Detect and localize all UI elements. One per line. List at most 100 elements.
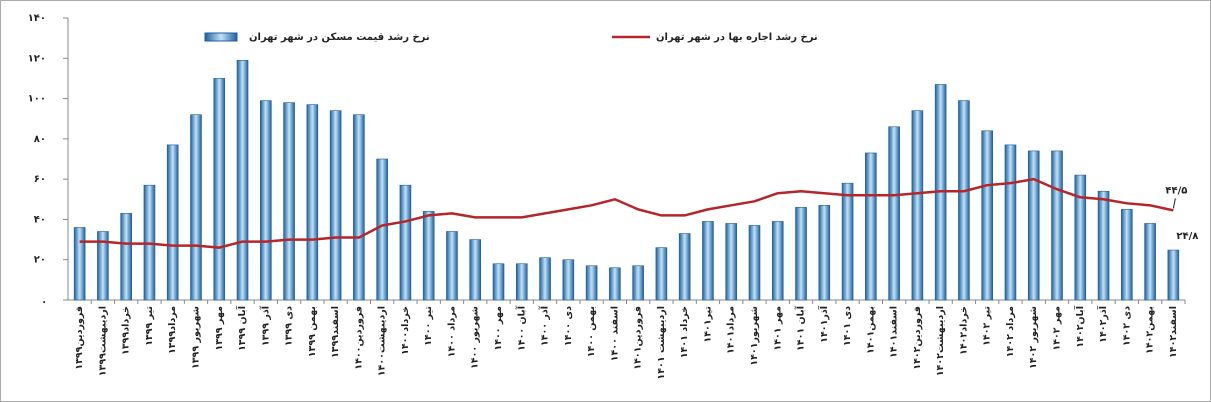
y-tick-label: ۸۰: [34, 134, 46, 145]
x-tick-label: مهر ۱۴۰۱: [772, 306, 783, 351]
bar: [1074, 174, 1087, 301]
x-tick-label: شهریور ۱۳۹۹: [190, 306, 201, 369]
x-tick-label: فروردین۱۴۰۱: [633, 306, 644, 370]
x-tick-label: بهمن ۱۴۰۰: [586, 306, 597, 357]
x-tick-label: فروردین۱۳۹۹: [74, 306, 85, 370]
x-tick-label: تیر ۱۴۰۰: [423, 306, 434, 346]
bar: [376, 158, 388, 301]
y-tick-label: ۶۰: [34, 174, 46, 185]
bar: [422, 211, 435, 301]
line: [79, 177, 1174, 249]
bar: [1051, 150, 1063, 301]
data-label: ۴۴/۵: [1165, 185, 1187, 196]
bar: [492, 263, 505, 301]
legend-label: نرخ رشد اجاره بها در شهر تهران: [656, 32, 818, 43]
bar: [260, 100, 272, 301]
x-tick-label: اردیبهشت۱۴۰۲: [935, 306, 946, 376]
y-tick-label: ۱۲۰: [28, 53, 46, 64]
bar: [841, 182, 854, 301]
x-tick-label: بهمن۱۴۰۲: [1145, 306, 1156, 354]
bar: [655, 247, 668, 301]
bar: [539, 257, 551, 301]
x-tick-label: خرداد۱۳۹۹: [121, 306, 132, 355]
bar: [73, 227, 86, 301]
x-tick-label: دی ۱۴۰۰: [563, 306, 574, 346]
y-tick-label: ۱۰۰: [28, 94, 46, 105]
bar: [609, 267, 621, 301]
bar: [771, 221, 784, 301]
bar: [283, 102, 295, 301]
bar: [213, 78, 226, 301]
x-tick-label: خرداد ۱۴۰۱: [679, 306, 690, 358]
leader-line: [1172, 198, 1176, 209]
bar: [306, 104, 319, 301]
x-tick-label: اسفند۱۳۹۹: [330, 306, 341, 358]
x-tick-label: شهریور ۱۴۰۲: [1028, 306, 1039, 369]
x-tick-label: فروردین۱۴۰۲: [912, 306, 923, 370]
x-tick-label: دی ۱۳۹۹: [284, 306, 295, 346]
x-tick-label: دی ۱۴۰۱: [842, 306, 853, 346]
x-tick-label: مهر ۱۴۰۲: [1052, 306, 1063, 351]
bar: [446, 231, 458, 301]
x-tick-label: مهر ۱۴۰۰: [493, 306, 504, 351]
bar: [725, 223, 738, 301]
x-tick-label: آذر ۱۴۰۰: [538, 305, 551, 346]
bar: [1167, 249, 1180, 301]
x-tick-label: آبان ۱۴۰۰: [514, 305, 527, 351]
bar: [818, 205, 831, 301]
x-tick-label: اردیبهشت۱۴۰۰: [377, 306, 388, 376]
bar: [329, 110, 342, 301]
bar: [911, 110, 924, 301]
bar: [632, 265, 644, 301]
bar: [585, 265, 598, 301]
bar: [97, 231, 109, 301]
x-tick-label: فروردین۱۴۰۰: [353, 306, 364, 370]
y-tick-label: ۱۴۰: [28, 13, 46, 24]
x-tick-label: آذر۱۴۰۲: [1096, 305, 1109, 343]
x-tick-label: اسفند۱۴۰۱: [889, 306, 900, 358]
legend-swatch: [204, 32, 238, 42]
x-tick-label: تیر ۱۳۹۹: [144, 306, 155, 346]
x-tick-label: دی ۱۴۰۲: [1121, 306, 1132, 346]
bar: [1027, 150, 1040, 301]
bar: [353, 114, 365, 301]
x-tick-label: شهریور ۱۴۰۰: [470, 306, 481, 369]
x-tick-label: شهریور۱۴۰۱: [749, 306, 760, 366]
x-tick-label: مرداد۱۳۹۹: [167, 306, 178, 354]
bar: [981, 130, 993, 301]
x-tick-label: بهمن ۱۳۹۹: [307, 306, 318, 357]
x-tick-label: مرداد۱۴۰۱: [726, 306, 737, 354]
x-tick-label: آبان ۱۳۹۹: [235, 305, 248, 351]
x-tick-label: اردیبهشت۱۳۹۹: [97, 306, 108, 376]
x-tick-label: اردیبهشت ۱۴۰۱: [656, 306, 667, 380]
bar: [795, 207, 807, 301]
bar: [702, 221, 714, 301]
x-tick-label: آذر ۱۳۹۹: [258, 305, 271, 346]
y-tick-label: ۴۰: [34, 214, 46, 225]
bar: [190, 114, 202, 301]
bar: [1004, 144, 1017, 301]
bar: [469, 239, 482, 301]
bar: [166, 144, 179, 301]
y-tick-label: .: [42, 295, 46, 306]
x-tick-label: مرداد ۱۴۰۰: [446, 306, 457, 357]
x-tick-label: تیر۱۴۰۱: [702, 306, 713, 343]
bar: [958, 100, 970, 301]
y-tick-label: ۲۰: [34, 255, 46, 266]
bar: [748, 225, 761, 301]
x-tick-label: آبان۱۴۰۲: [1073, 305, 1086, 347]
x-tick-label: تیر ۱۴۰۲: [982, 306, 993, 346]
bar: [865, 152, 877, 301]
legend-label: نرخ رشد قیمت مسکن در شهر تهران: [249, 32, 430, 43]
x-tick-label: مرداد ۱۴۰۲: [1005, 306, 1016, 357]
bar: [1144, 223, 1156, 301]
x-tick-label: اسفند۱۴۰۲: [1168, 306, 1179, 358]
bar: [678, 233, 691, 301]
bar: [236, 59, 249, 301]
bar: [1121, 209, 1133, 301]
bar: [120, 213, 132, 301]
x-tick-label: بهمن۱۴۰۱: [865, 306, 876, 354]
bar: [888, 126, 900, 301]
x-tick-label: مهر ۱۳۹۹: [214, 306, 225, 351]
